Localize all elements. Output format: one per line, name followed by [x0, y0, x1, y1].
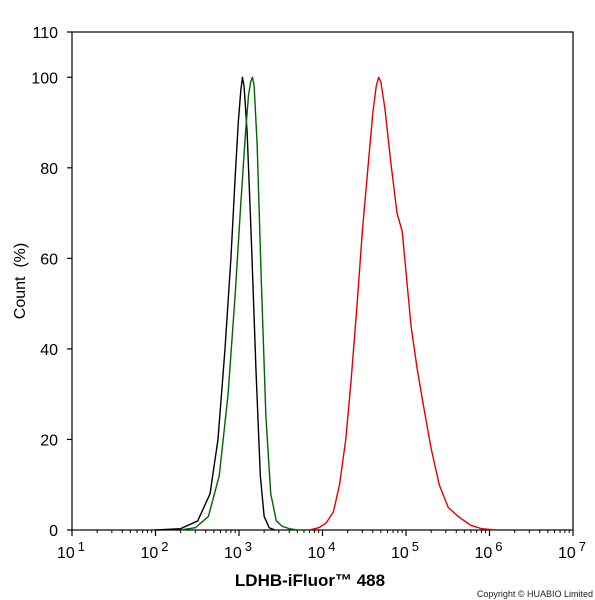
- series-line-1: [180, 76, 298, 531]
- y-tick-label-4: 80: [40, 161, 58, 178]
- series-layer: [155, 76, 497, 531]
- x-axis: 10 1 10 2 10 3 10 4 10 5 10 6 10 7: [57, 530, 586, 562]
- plot-frame: [71, 31, 574, 531]
- y-tick-label-5: 100: [31, 70, 58, 87]
- x-tick-label-4: 10 5: [391, 539, 419, 562]
- y-tick-label-2: 40: [40, 342, 58, 359]
- y-axis-title: Count (%): [12, 243, 29, 319]
- x-tick-label-2: 10 3: [224, 539, 252, 562]
- y-tick-label-3: 60: [40, 251, 58, 268]
- y-tick-label-1: 20: [40, 432, 58, 449]
- x-tick-label-6: 10 7: [558, 539, 586, 562]
- x-tick-label-0: 10 1: [57, 539, 85, 562]
- x-tick-label-1: 10 2: [140, 539, 168, 562]
- y-tick-label-6: 110: [32, 25, 58, 42]
- y-tick-label-0: 0: [49, 523, 58, 540]
- copyright-text: Copyright © HUABIO Limited: [477, 589, 593, 599]
- x-tick-label-5: 10 6: [474, 539, 502, 562]
- series-line-0: [155, 76, 276, 531]
- series-line-2: [309, 76, 497, 531]
- y-axis: 0 20 40 60 80 100 110: [31, 25, 72, 540]
- x-tick-label-3: 10 4: [307, 539, 335, 562]
- x-axis-title: LDHB-iFluor™ 488: [235, 571, 385, 590]
